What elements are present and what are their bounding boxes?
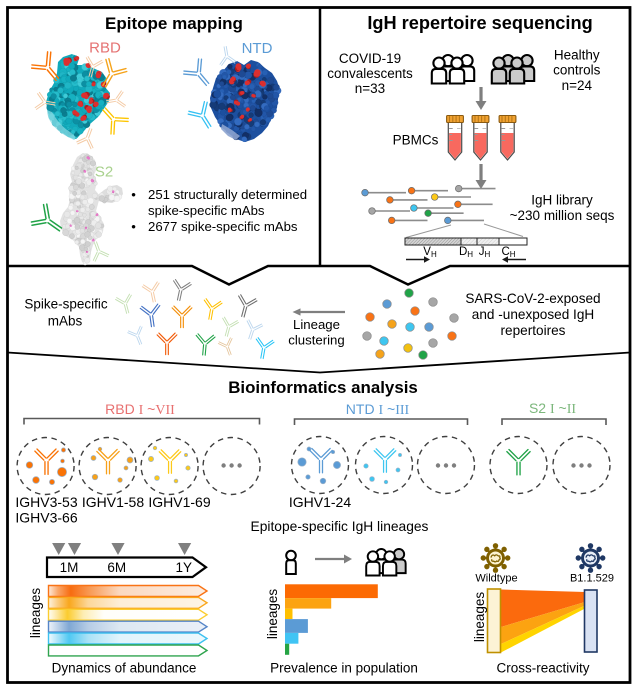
svg-text:and -unexposed IgH: and -unexposed IgH [472, 307, 594, 322]
svg-text:Epitope-specific IgH lineages: Epitope-specific IgH lineages [251, 519, 429, 534]
svg-text:~230 million seqs: ~230 million seqs [510, 208, 615, 223]
svg-text:n=24: n=24 [562, 78, 593, 93]
svg-text:Dynamics of abundance: Dynamics of abundance [52, 661, 197, 676]
svg-text:IGHV1-69: IGHV1-69 [148, 494, 210, 510]
svg-text:B1.1.529: B1.1.529 [570, 573, 614, 585]
svg-text:JH: JH [479, 246, 491, 259]
svg-text:lineages: lineages [265, 589, 280, 640]
svg-text:Lineage: Lineage [293, 317, 340, 332]
svg-text:•: • [131, 219, 136, 234]
svg-text:NTD I ~III: NTD I ~III [346, 401, 410, 418]
svg-text:•: • [131, 187, 136, 202]
svg-text:clustering: clustering [288, 333, 344, 348]
svg-text:Wildtype: Wildtype [475, 573, 517, 585]
svg-text:SARS-CoV-2-exposed: SARS-CoV-2-exposed [465, 291, 600, 306]
svg-text:COVID-19: COVID-19 [339, 51, 401, 66]
svg-text:CH: CH [501, 246, 515, 259]
svg-text:DH: DH [459, 246, 473, 259]
svg-text:VH: VH [423, 246, 437, 259]
svg-text:NTD: NTD [242, 40, 273, 57]
svg-text:Bioinformatics analysis: Bioinformatics analysis [228, 378, 418, 397]
svg-text:IGHV3-53: IGHV3-53 [15, 494, 77, 510]
svg-text:convalescents: convalescents [327, 66, 413, 81]
svg-text:RBD I ~VII: RBD I ~VII [105, 401, 175, 418]
svg-text:lineages: lineages [472, 592, 487, 643]
svg-text:IGHV3-66: IGHV3-66 [15, 510, 77, 526]
svg-text:2677 spike-specific mAbs: 2677 spike-specific mAbs [148, 219, 298, 234]
svg-text:Healthy: Healthy [554, 48, 600, 63]
svg-text:Epitope mapping: Epitope mapping [105, 14, 243, 33]
svg-text:spike-specific mAbs: spike-specific mAbs [148, 203, 265, 218]
svg-text:251 structurally determined: 251 structurally determined [148, 187, 307, 202]
svg-text:PBMCs: PBMCs [393, 133, 439, 148]
svg-text:controls: controls [553, 63, 601, 78]
svg-text:IgH repertoire sequencing: IgH repertoire sequencing [367, 13, 592, 33]
svg-text:Spike-specific: Spike-specific [24, 297, 108, 312]
svg-text:6M: 6M [107, 560, 126, 575]
svg-text:IgH library: IgH library [531, 193, 593, 208]
svg-text:repertoires: repertoires [501, 323, 566, 338]
svg-text:1M: 1M [60, 560, 79, 575]
svg-text:mAbs: mAbs [48, 314, 83, 329]
svg-text:lineages: lineages [28, 588, 43, 639]
svg-text:RBD: RBD [89, 40, 121, 57]
svg-text:n=33: n=33 [355, 81, 385, 96]
svg-text:S2 I ~II: S2 I ~II [529, 400, 576, 417]
svg-text:S2: S2 [95, 164, 113, 181]
svg-text:Cross-reactivity: Cross-reactivity [496, 661, 589, 676]
svg-text:IGHV1-58: IGHV1-58 [82, 494, 144, 510]
svg-text:IGHV1-24: IGHV1-24 [289, 494, 351, 510]
svg-text:Prevalence in population: Prevalence in population [270, 661, 418, 676]
svg-text:1Y: 1Y [176, 560, 193, 575]
